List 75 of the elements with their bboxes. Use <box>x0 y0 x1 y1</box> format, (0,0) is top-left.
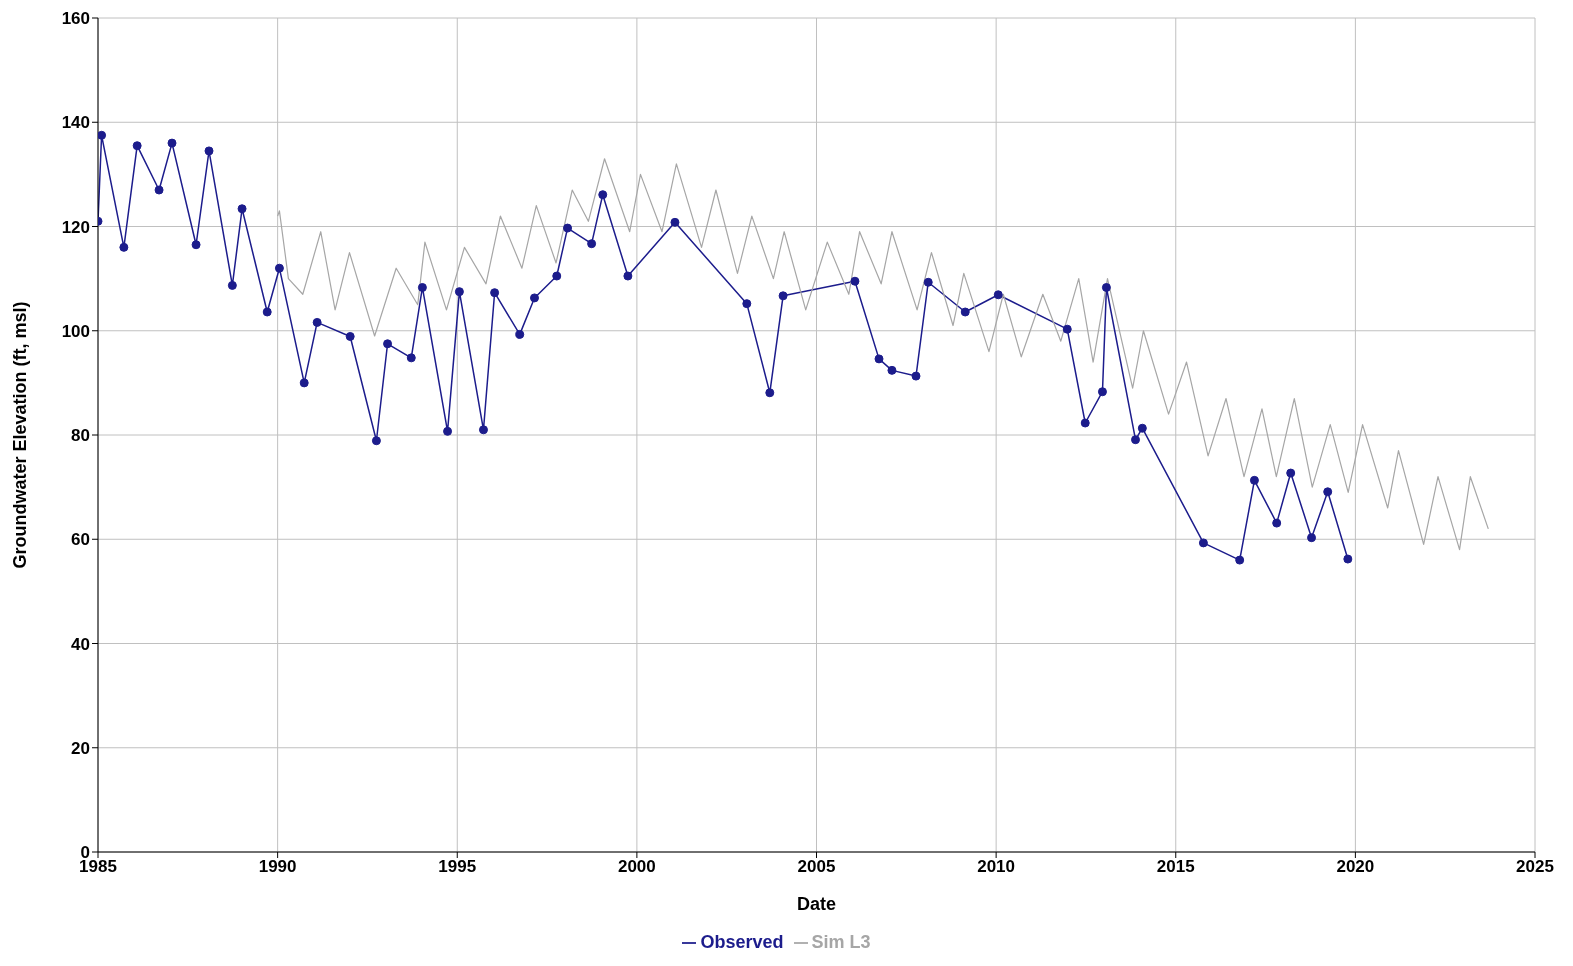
point <box>227 280 237 290</box>
point <box>98 130 107 140</box>
point <box>1080 418 1090 428</box>
point <box>406 353 416 363</box>
x-tick-label: 2025 <box>1516 857 1554 877</box>
point <box>383 339 393 349</box>
y-tick-label: 20 <box>71 738 90 758</box>
point <box>1062 324 1072 334</box>
point <box>1249 475 1259 485</box>
point <box>742 299 752 309</box>
point <box>1101 282 1111 292</box>
y-tick-label: 140 <box>61 113 90 133</box>
point <box>598 190 608 200</box>
point <box>274 263 284 273</box>
point <box>1286 468 1296 478</box>
x-tick-label: 1990 <box>258 857 297 877</box>
y-tick-label: 80 <box>71 426 90 446</box>
point <box>262 307 272 317</box>
point <box>345 331 355 341</box>
point <box>1307 533 1317 543</box>
y-tick-label: 40 <box>71 634 90 654</box>
y-tick-label: 60 <box>71 530 90 550</box>
point <box>887 365 897 375</box>
point <box>154 185 164 195</box>
y-tick-label: 160 <box>61 9 90 29</box>
x-tick-label: 2000 <box>617 857 656 877</box>
point <box>587 239 597 249</box>
point <box>529 293 539 303</box>
point <box>1343 554 1353 564</box>
point <box>552 271 562 281</box>
point <box>204 146 214 156</box>
point <box>490 288 500 298</box>
point <box>299 378 309 388</box>
point <box>454 287 464 297</box>
x-tick-label: 2005 <box>797 857 836 877</box>
point <box>778 291 788 301</box>
point <box>850 276 860 286</box>
point <box>960 307 970 317</box>
legend-label: Sim L3 <box>811 932 871 952</box>
line-series <box>277 158 1489 551</box>
y-tick-label: 100 <box>61 321 90 341</box>
point <box>478 425 488 435</box>
point <box>563 223 573 233</box>
y-axis-title: Groundwater Elevation (ft, msl) <box>10 301 31 569</box>
point <box>515 329 525 339</box>
point <box>237 204 247 214</box>
point <box>132 141 142 151</box>
point <box>371 436 381 446</box>
point <box>417 282 427 292</box>
point <box>874 354 884 364</box>
point <box>1137 423 1147 433</box>
point <box>993 290 1003 300</box>
point <box>167 138 177 148</box>
point <box>1131 435 1141 445</box>
point <box>1272 518 1282 528</box>
point <box>923 277 933 287</box>
point <box>119 242 129 252</box>
point <box>443 426 453 436</box>
point <box>1097 387 1107 397</box>
point <box>1198 538 1208 548</box>
point <box>1323 487 1333 497</box>
point <box>623 271 633 281</box>
point <box>765 388 775 398</box>
point <box>911 371 921 381</box>
x-axis-title: Date <box>796 893 837 914</box>
point <box>1235 555 1245 565</box>
point <box>312 317 322 327</box>
x-tick-label: 2020 <box>1336 857 1375 877</box>
point <box>191 240 201 250</box>
x-tick-label: 1995 <box>438 857 477 877</box>
point <box>670 217 680 227</box>
y-tick-label: 120 <box>61 217 90 237</box>
x-tick-label: 2015 <box>1156 857 1195 877</box>
x-tick-label: 2010 <box>977 857 1016 877</box>
legend-label: Observed <box>700 932 784 952</box>
